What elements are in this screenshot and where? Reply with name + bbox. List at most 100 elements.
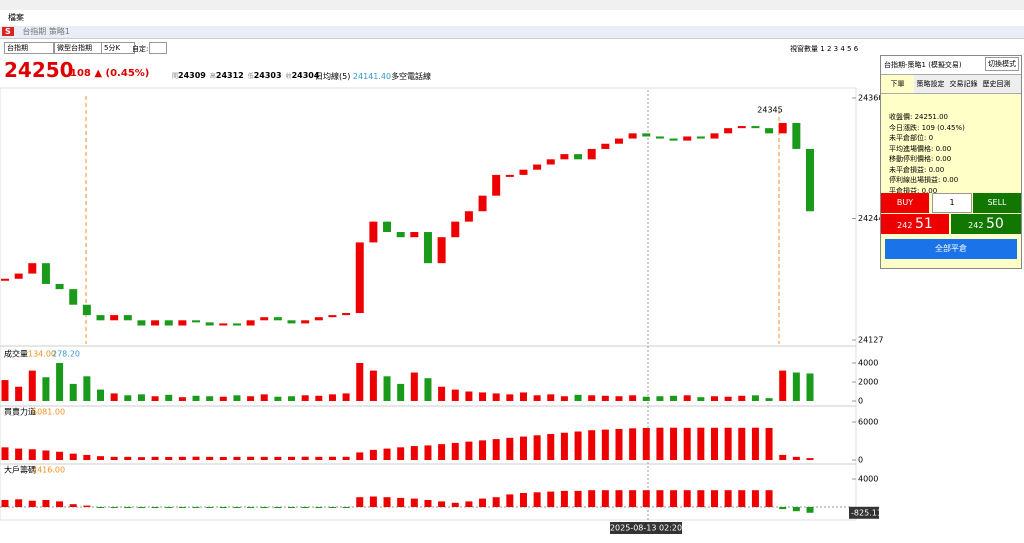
bar [724,490,732,507]
bar [315,456,323,460]
bar [97,456,105,460]
bar [574,490,582,507]
bar [642,428,650,460]
ma-value: 24141.40 [352,72,392,81]
buy-button[interactable]: BUY [881,193,929,213]
candle [396,232,405,238]
ohlc-value: 24303 [253,71,282,80]
candle [478,195,487,212]
custom-input[interactable] [149,42,167,54]
mode-button[interactable]: 切換模式 [985,57,1019,71]
candle [601,143,610,149]
candle [737,126,746,129]
y-tick-label: 0 [858,456,863,465]
y-tick-label: 6000 [858,418,878,427]
bar [1,447,9,460]
y-tick-label: 24127 [858,336,883,345]
bar [519,493,527,507]
candle [55,283,64,290]
bar [765,427,773,460]
ohlc-label: 低 [247,73,254,80]
tab[interactable]: 策略設定 [916,80,945,88]
candle [123,315,132,321]
ma-label: 日均線(5) [315,72,351,81]
bar [683,427,691,460]
bar [642,490,650,507]
bar [274,456,282,460]
bar [42,500,50,507]
bar [42,377,50,401]
bar [806,373,814,401]
tab[interactable]: 下單 [881,75,914,93]
bar [15,499,23,507]
bar [697,427,705,460]
bar [438,501,446,507]
bar [260,394,268,401]
qty-input[interactable]: 1 [932,193,972,213]
menu-file[interactable]: 檔案 [8,13,24,22]
candle [560,154,569,160]
bar [56,501,64,507]
bar [397,447,405,460]
bar [151,396,159,401]
bar [369,449,377,460]
bar [192,507,200,508]
tab[interactable]: 歷史回測 [982,80,1011,88]
interval-select[interactable]: 5分K [101,42,135,54]
view-count-option: 2 [826,45,832,53]
bar [69,383,77,401]
view-count-option: 4 [840,45,845,53]
current-value-label: -825.11 [851,508,882,517]
candle [451,221,460,238]
bar [615,490,623,507]
crosshair-label: 2025-08-13 02:20 [610,524,682,533]
bid-button[interactable]: 242 51 [881,214,949,234]
candle [724,128,733,134]
tab[interactable]: 交易記錄 [949,80,978,88]
candle [205,322,214,326]
bar [247,507,255,508]
bar [779,454,787,460]
pane-value: 2416.00 [32,466,65,475]
os-titlebar [0,0,1024,10]
sell-button[interactable]: SELL [973,193,1021,213]
price-change: 108 ▲ (0.45%) [70,68,150,79]
bar [670,490,678,507]
bar [151,507,159,508]
bar [779,507,787,510]
candle [232,323,241,326]
ohlc-value: 24312 [215,71,244,80]
y-tick-label: 0 [858,397,863,406]
candle [28,263,37,274]
ask-button[interactable]: 242 50 [951,214,1021,234]
close-all-button[interactable]: 全部平倉 [885,239,1017,259]
bar [533,395,541,401]
info-line: 未平倉損益: 0.00 [889,165,945,174]
bar [519,436,527,460]
ohlc-label: 高 [209,73,216,80]
bar [479,392,487,401]
bar [642,396,650,401]
info-line: 平倉損益: 0.00 [889,186,938,195]
info-line: 未平倉部位: 0 [889,134,934,142]
bar [110,393,118,401]
ask: 50 [986,216,1004,232]
bar [724,427,732,460]
bar [697,397,705,401]
bar [806,507,814,513]
bar [588,430,596,460]
bar [83,505,91,507]
bar [424,378,432,401]
candle [314,317,323,321]
bar [42,450,50,460]
bar [697,490,705,507]
bar [369,370,377,401]
bar [288,396,296,401]
symbol-select[interactable]: 台指期 [4,42,54,54]
ohlc-label: 收 [285,73,292,80]
bar [710,396,718,401]
bar [28,370,36,401]
type-select[interactable]: 微型台指期 [54,42,102,54]
candle [383,221,392,233]
